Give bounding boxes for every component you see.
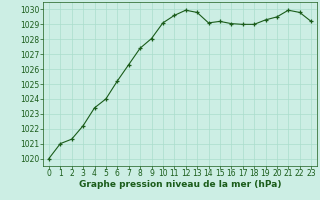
X-axis label: Graphe pression niveau de la mer (hPa): Graphe pression niveau de la mer (hPa)	[79, 180, 281, 189]
